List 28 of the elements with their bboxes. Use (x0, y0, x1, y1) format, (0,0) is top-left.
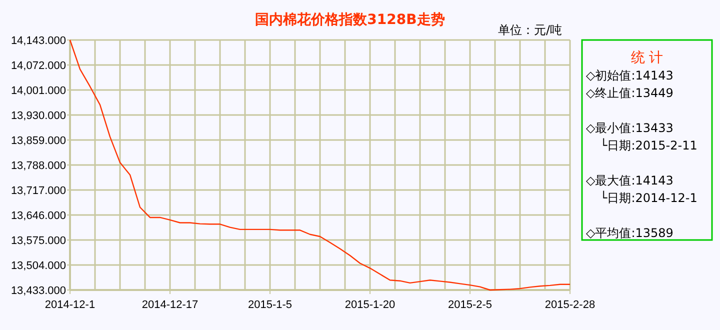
y-tick-label: 13,788.000 (10, 160, 66, 172)
text: ◇最大值:14143 (586, 174, 674, 188)
text: ◇最小值:13433 (586, 121, 674, 135)
y-tick-label: 13,504.000 (10, 260, 66, 272)
y-axis-title: 单位：元/吨 (498, 23, 562, 37)
y-tick-label: 13,433.000 (10, 285, 66, 297)
y-tick-label: 14,143.000 (10, 35, 66, 47)
y-tick-label: 13,717.000 (10, 185, 66, 197)
x-tick-label: 2015-2-28 (544, 299, 596, 311)
y-tick-label: 14,072.000 (10, 60, 66, 72)
x-tick-label: 2014-12-1 (44, 299, 96, 311)
x-tick-label: 2014-12-17 (142, 299, 198, 311)
line-series (69, 39, 571, 291)
text: ◇平均值:13589 (586, 226, 674, 240)
x-tick-label: 2015-2-5 (448, 299, 492, 311)
text: 统 计 (630, 50, 664, 66)
chart-title: 国内棉花价格指数3128B走势 (255, 12, 445, 28)
y-tick-label: 14,001.000 (10, 85, 66, 97)
y-tick-label: 13,859.000 (10, 135, 66, 147)
text: └日期:2014-12-1 (600, 190, 698, 205)
y-tick-label: 13,575.000 (10, 235, 66, 247)
y-tick-label: 13,930.000 (10, 110, 66, 122)
x-tick-label: 2015-1-20 (344, 299, 396, 311)
text: └日期:2015-2-11 (600, 138, 698, 152)
x-tick-label: 2015-1-5 (248, 299, 292, 311)
text: ◇初始值:14143 (586, 68, 674, 82)
text: ◇终止值:13449 (586, 86, 674, 100)
y-tick-label: 13,646.000 (10, 210, 66, 222)
